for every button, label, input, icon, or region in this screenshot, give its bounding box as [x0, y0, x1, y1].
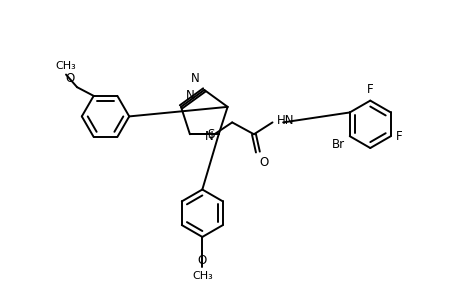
Text: O: O — [259, 156, 269, 169]
Text: HN: HN — [276, 114, 293, 127]
Text: N: N — [205, 130, 213, 143]
Text: CH₃: CH₃ — [56, 61, 76, 70]
Text: F: F — [366, 83, 373, 96]
Text: O: O — [197, 254, 207, 267]
Text: N: N — [190, 72, 199, 85]
Text: N: N — [185, 89, 194, 102]
Text: S: S — [207, 128, 214, 141]
Text: Br: Br — [331, 138, 344, 151]
Text: F: F — [395, 130, 401, 143]
Text: O: O — [65, 72, 74, 85]
Text: CH₃: CH₃ — [191, 271, 212, 281]
